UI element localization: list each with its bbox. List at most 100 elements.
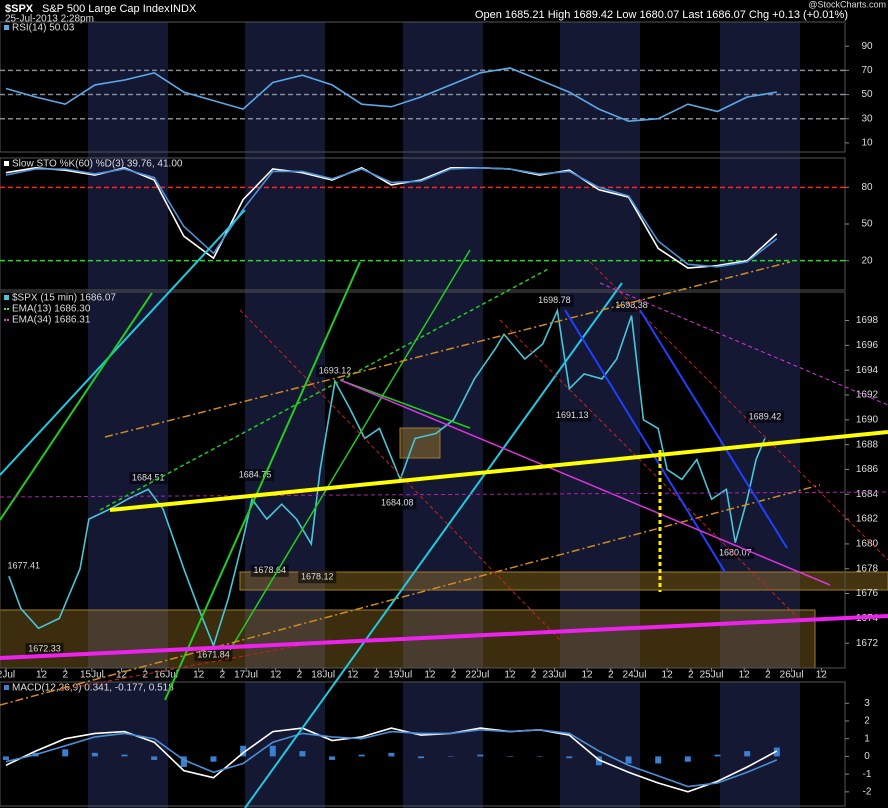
trendline — [109, 430, 888, 512]
x-tick-label: 16Jul — [154, 670, 178, 681]
x-tick-label: 2 — [297, 670, 303, 681]
histogram-bar — [240, 745, 247, 757]
histogram-bar — [2, 756, 9, 760]
price-annotation: 1672.33 — [28, 643, 61, 653]
x-tick-label: 22Jul — [465, 670, 489, 681]
day-band — [88, 682, 168, 808]
x-tick-label: 2 — [62, 670, 68, 681]
y-tick-label: 1694 — [856, 365, 879, 376]
x-tick-label: 12 — [739, 670, 751, 681]
y-tick-label: 0 — [864, 751, 870, 762]
day-band — [720, 682, 800, 808]
trendline — [0, 292, 153, 521]
series-line — [5, 166, 778, 268]
y-tick-label: 10 — [861, 138, 873, 149]
x-tick-label: 15Jul — [80, 670, 104, 681]
x-tick-label: 12 — [347, 670, 359, 681]
histogram-bar — [388, 752, 395, 757]
histogram-bar — [684, 756, 691, 762]
y-tick-label: 1676 — [856, 588, 879, 599]
x-tick-label: 2 — [688, 670, 694, 681]
trendline — [339, 379, 831, 586]
y-tick-label: 1682 — [856, 514, 879, 525]
y-tick-label: 1696 — [856, 340, 879, 351]
trendline — [0, 491, 888, 498]
x-tick-label: 12 — [662, 670, 674, 681]
panel-legend: Slow STO %K(60) %D(3) 39.76, 41.00 — [12, 159, 183, 170]
day-band — [560, 682, 640, 808]
price-annotation: 1698.78 — [538, 295, 571, 305]
indicator-legend: EMA(34) 1686.31 — [12, 315, 91, 326]
panel-frame — [0, 21, 846, 153]
x-tick-label: 2Jul — [0, 670, 15, 681]
annotation-bg — [129, 471, 168, 484]
header: $SPX S&P 500 Large Cap Index INDX 25-Jul… — [5, 0, 886, 25]
day-band — [403, 22, 483, 668]
histogram-bar — [506, 756, 513, 757]
y-tick-label: 50 — [861, 89, 873, 100]
y-tick-label: 1698 — [856, 315, 879, 326]
x-tick-label: 12 — [816, 670, 828, 681]
x-tick-label: 12 — [193, 670, 205, 681]
indicator-legend: EMA(13) 1686.30 — [12, 304, 91, 315]
credit: @StockCharts.com — [808, 0, 886, 9]
y-tick-label: 1692 — [856, 390, 879, 401]
price-annotation: 1693.12 — [319, 365, 352, 375]
y-tick-label: 1 — [864, 733, 870, 744]
x-tick-label: 12 — [36, 670, 48, 681]
trendline — [599, 282, 888, 406]
y-tick-label: 50 — [861, 219, 873, 230]
trendline — [589, 261, 888, 561]
histogram-bar — [655, 756, 662, 764]
price-annotation: 1684.75 — [239, 469, 272, 479]
histogram-bar — [625, 756, 632, 764]
annotation-bg — [378, 497, 417, 510]
quote: Open 1685.21 High 1689.42 Low 1680.07 La… — [475, 9, 848, 21]
y-tick-label: 80 — [861, 182, 873, 193]
day-band — [245, 682, 325, 808]
histogram-bar — [210, 756, 217, 762]
trendline — [0, 614, 888, 660]
histogram-bar — [269, 745, 276, 757]
trendline — [104, 261, 791, 438]
histogram-bar — [418, 756, 425, 759]
histogram-bar — [62, 749, 69, 757]
price-annotation: 1677.41 — [7, 560, 40, 570]
x-tick-label: 12 — [424, 670, 436, 681]
histogram-bar — [329, 756, 336, 760]
y-tick-label: 30 — [861, 113, 873, 124]
y-tick-label: 20 — [861, 255, 873, 266]
annotation-bg — [745, 411, 784, 424]
consolidation-box — [399, 427, 441, 459]
timestamp: 25-Jul-2013 2:28pm — [5, 14, 94, 25]
price-annotation: 1680.07 — [719, 547, 752, 557]
day-band — [560, 22, 640, 668]
x-tick-label: 12 — [581, 670, 593, 681]
series-line — [5, 728, 778, 788]
y-tick-label: -2 — [863, 786, 872, 797]
panel-frame — [0, 681, 846, 807]
histogram-bar — [477, 754, 484, 757]
y-tick-label: 1690 — [856, 414, 879, 425]
trendlines — [0, 209, 888, 808]
annotation-bg — [298, 571, 337, 584]
x-tick-label: 12 — [270, 670, 282, 681]
panel-legend: MACD(12,26,9) 0.341, -0.177, 0.518 — [12, 683, 174, 694]
trendline — [564, 309, 726, 573]
support-zone — [239, 571, 888, 591]
y-tick-label: 1678 — [856, 563, 879, 574]
price-annotation: 1684.08 — [381, 498, 414, 508]
x-tick-label: 26Jul — [780, 670, 804, 681]
x-tick-label: 12 — [504, 670, 516, 681]
x-tick-label: 19Jul — [388, 670, 412, 681]
x-tick-label: 2 — [765, 670, 771, 681]
annotation-bg — [553, 409, 592, 422]
annotation-bg — [316, 365, 355, 378]
x-tick-label: 2 — [374, 670, 380, 681]
day-band — [245, 22, 325, 668]
annotation-bg — [535, 294, 574, 307]
price-annotation: 1689.42 — [749, 411, 782, 421]
day-shading — [88, 22, 800, 808]
